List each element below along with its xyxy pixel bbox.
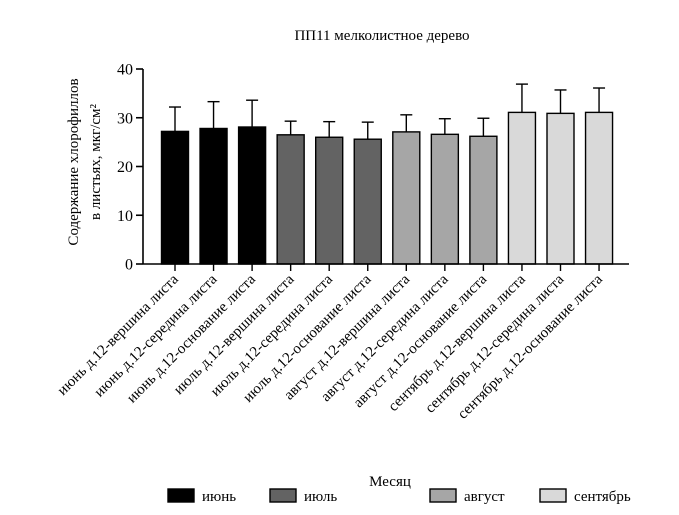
- y-tick-label: 0: [125, 257, 133, 274]
- legend-swatch: [269, 488, 297, 503]
- error-bar: [246, 99, 259, 128]
- chart-title: ПП11 мелколистное дерево: [294, 28, 469, 44]
- error-bar: [323, 120, 336, 138]
- legend-swatch: [167, 488, 195, 503]
- error-bar: [207, 100, 220, 129]
- error-bar: [593, 87, 606, 113]
- bar: [199, 127, 228, 265]
- legend-item: июнь: [167, 488, 236, 505]
- bar: [315, 136, 344, 265]
- legend-label: июнь: [202, 489, 236, 505]
- legend-swatch: [539, 488, 567, 503]
- legend-label: сентябрь: [574, 489, 631, 505]
- y-tick-label: 10: [117, 208, 133, 225]
- legend-label: август: [464, 489, 505, 505]
- legend-swatch: [429, 488, 457, 503]
- y-axis-label-line-1: Содержание хлорофиллов: [66, 78, 82, 245]
- bar: [392, 131, 421, 265]
- error-bar: [438, 118, 451, 135]
- legend-item: сентябрь: [539, 488, 631, 505]
- legend-item: июль: [269, 488, 337, 505]
- bar: [353, 138, 382, 265]
- y-tick-label: 40: [117, 62, 133, 79]
- y-tick-label: 30: [117, 110, 133, 127]
- x-axis-label: Месяц: [369, 474, 411, 490]
- legend-item: август: [429, 488, 505, 505]
- bar: [276, 134, 305, 265]
- error-bar: [554, 89, 567, 114]
- bar: [507, 111, 537, 265]
- y-axis-label: Содержание хлорофиллов в листьях, мкг/см…: [66, 78, 104, 245]
- bar: [160, 130, 190, 265]
- legend: июнь июль август сентябрь: [167, 488, 631, 505]
- y-tick-label: 20: [117, 159, 133, 176]
- bar: [584, 111, 614, 265]
- bar: [469, 135, 498, 265]
- error-bar: [361, 121, 374, 140]
- bar: [237, 126, 267, 265]
- error-bar: [284, 120, 297, 135]
- bar: [546, 112, 575, 265]
- error-bar: [515, 83, 528, 113]
- error-bar: [169, 106, 181, 132]
- bar: [430, 133, 460, 265]
- error-bar: [400, 114, 413, 132]
- error-bar: [477, 117, 490, 137]
- legend-label: июль: [304, 489, 337, 505]
- y-axis-label-line-2: в листьях, мкг/см²: [88, 103, 104, 220]
